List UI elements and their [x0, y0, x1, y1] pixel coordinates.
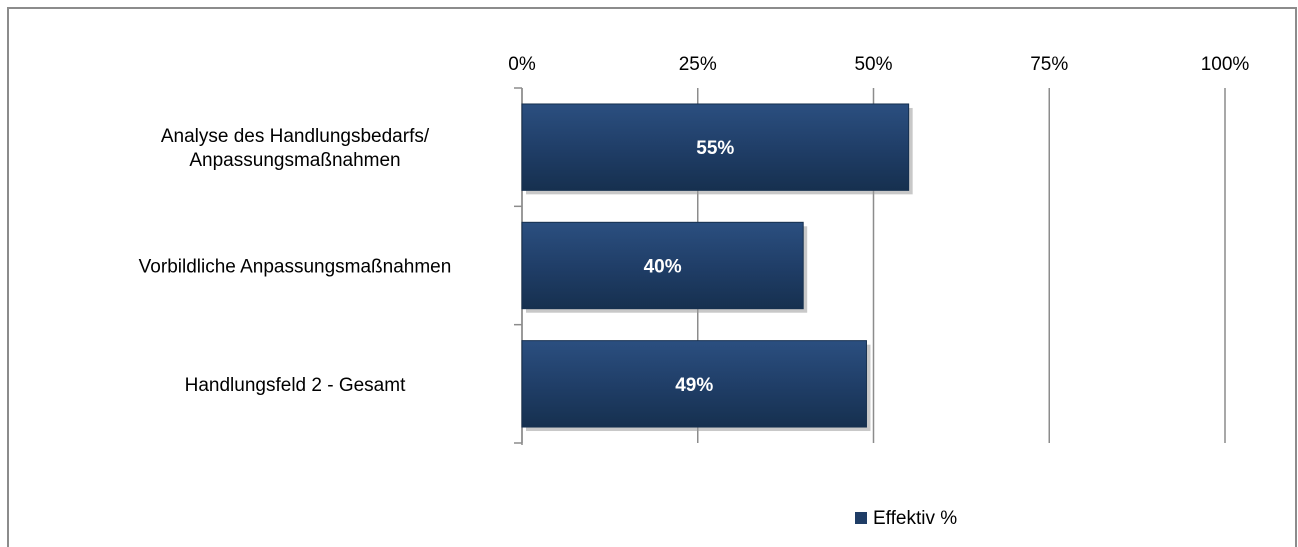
legend-swatch	[855, 512, 867, 524]
category-labels: Analyse des Handlungsbedarfs/Anpassungsm…	[139, 126, 452, 396]
legend-label: Effektiv %	[873, 508, 957, 529]
bar	[521, 103, 910, 191]
category-label: Handlungsfeld 2 - Gesamt	[185, 375, 406, 396]
data-label: 49%	[675, 375, 713, 396]
x-tick-label: 75%	[1030, 54, 1068, 75]
data-labels: 55% 40% 49%	[644, 138, 735, 396]
x-tick-label: 100%	[1201, 54, 1250, 75]
bar	[521, 340, 867, 428]
x-tick-label: 0%	[508, 54, 536, 75]
x-tick-label: 50%	[854, 54, 892, 75]
category-label: Analyse des Handlungsbedarfs/	[161, 126, 430, 147]
bars	[521, 103, 913, 432]
legend: Effektiv %	[855, 508, 957, 529]
y-axis	[514, 87, 523, 445]
category-label: Vorbildliche Anpassungsmaßnahmen	[139, 257, 452, 278]
data-label: 55%	[696, 138, 734, 159]
category-label: Anpassungsmaßnahmen	[189, 150, 400, 171]
x-tick-label: 25%	[679, 54, 717, 75]
bar	[521, 221, 804, 310]
data-label: 40%	[644, 257, 682, 278]
x-tick-labels: 0% 25% 50% 75% 100%	[508, 54, 1249, 75]
